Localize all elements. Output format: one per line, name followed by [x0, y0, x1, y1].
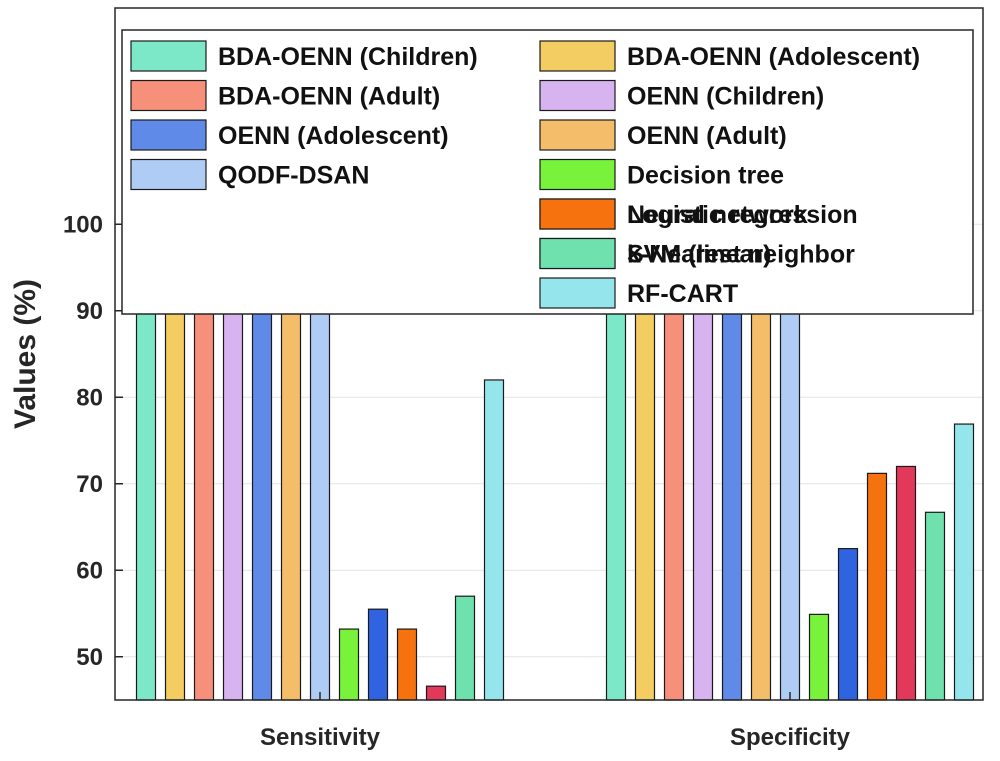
legend: BDA-OENN (Children) BDA-OENN (Adolescent)…	[121, 29, 974, 315]
bar-oenn-adolescent-sensitivity	[251, 254, 273, 701]
legend-swatch-bda-oenn-children	[130, 40, 207, 72]
axes-box	[114, 7, 984, 701]
legend-swatch-oenn-adolescent	[130, 119, 207, 151]
legend-swatch-bda-oenn-adolescent	[539, 40, 616, 72]
legend-label-k-nearest-neighbor: k-Nearest neighbor	[627, 241, 855, 269]
legend-label-oenn-adult: OENN (Adult)	[627, 122, 787, 150]
legend-swatch-neural-network	[539, 198, 616, 230]
bar-svm-linear-specificity	[924, 511, 946, 701]
bar-k-nearest-neighbor-specificity	[895, 465, 917, 701]
legend-label-decision-tree: Decision tree	[627, 162, 784, 190]
bar-decision-tree-specificity	[808, 613, 830, 701]
bar-logistic-regression-sensitivity	[367, 608, 389, 701]
bar-neural-network-sensitivity	[396, 628, 418, 701]
bar-series	[135, 228, 975, 701]
y-tick-label: 70	[76, 471, 103, 498]
bar-k-nearest-neighbor-sensitivity	[425, 685, 447, 701]
legend-swatch-rf-cart	[539, 277, 616, 309]
y-tick-label: 80	[76, 384, 103, 411]
legend-label-neural-network: Neural network	[627, 201, 808, 229]
legend-swatch-oenn-children	[539, 79, 616, 112]
legend-label-svm-linear: SVM (linear)	[627, 241, 771, 269]
bar-logistic-regression-specificity	[837, 548, 859, 701]
legend-label-bda-oenn-adult: BDA-OENN (Adult)	[218, 83, 440, 111]
legend-swatch-oenn-adult	[539, 119, 616, 151]
x-tick-label-specificity: Specificity	[730, 724, 851, 751]
y-tick-label: 90	[76, 298, 103, 325]
y-axis-ticks: 50 60 70 80 90 100	[63, 211, 123, 671]
bar-neural-network-specificity	[866, 472, 888, 701]
legend-swatch-decision-tree	[539, 158, 616, 191]
legend-swatch-qodf-dsan	[130, 158, 207, 191]
y-tick-label: 50	[76, 644, 103, 671]
legend-label-oenn-adolescent: OENN (Adolescent)	[218, 122, 449, 150]
legend-label-bda-oenn-adolescent: BDA-OENN (Adolescent)	[627, 43, 920, 71]
bar-decision-tree-sensitivity	[338, 628, 360, 701]
bar-rf-cart-sensitivity	[483, 379, 505, 701]
legend-swatch-bda-oenn-adult	[130, 79, 207, 112]
x-tick-label-sensitivity: Sensitivity	[260, 724, 381, 751]
legend-swatch-svm-linear	[539, 237, 616, 270]
legend-label-logistic-regression: Logistic regression	[627, 201, 858, 229]
legend-label-oenn-children: OENN (Children)	[627, 83, 824, 111]
legend-label-rf-cart: RF-CART	[627, 280, 738, 308]
x-axis-ticks: Sensitivity Specificity	[260, 692, 851, 751]
legend-label-bda-oenn-children: BDA-OENN (Children)	[218, 43, 478, 71]
y-tick-label: 100	[63, 211, 103, 238]
bar-bda-oenn-adolescent-sensitivity	[164, 247, 186, 701]
y-axis-title: Values (%)	[9, 279, 42, 429]
legend-label-qodf-dsan: QODF-DSAN	[218, 162, 369, 190]
bar-svm-linear-sensitivity	[454, 595, 476, 701]
y-tick-label: 60	[76, 557, 103, 584]
bar-rf-cart-specificity	[953, 423, 975, 701]
legend-entries: BDA-OENN (Children) BDA-OENN (Adolescent)…	[130, 40, 920, 309]
